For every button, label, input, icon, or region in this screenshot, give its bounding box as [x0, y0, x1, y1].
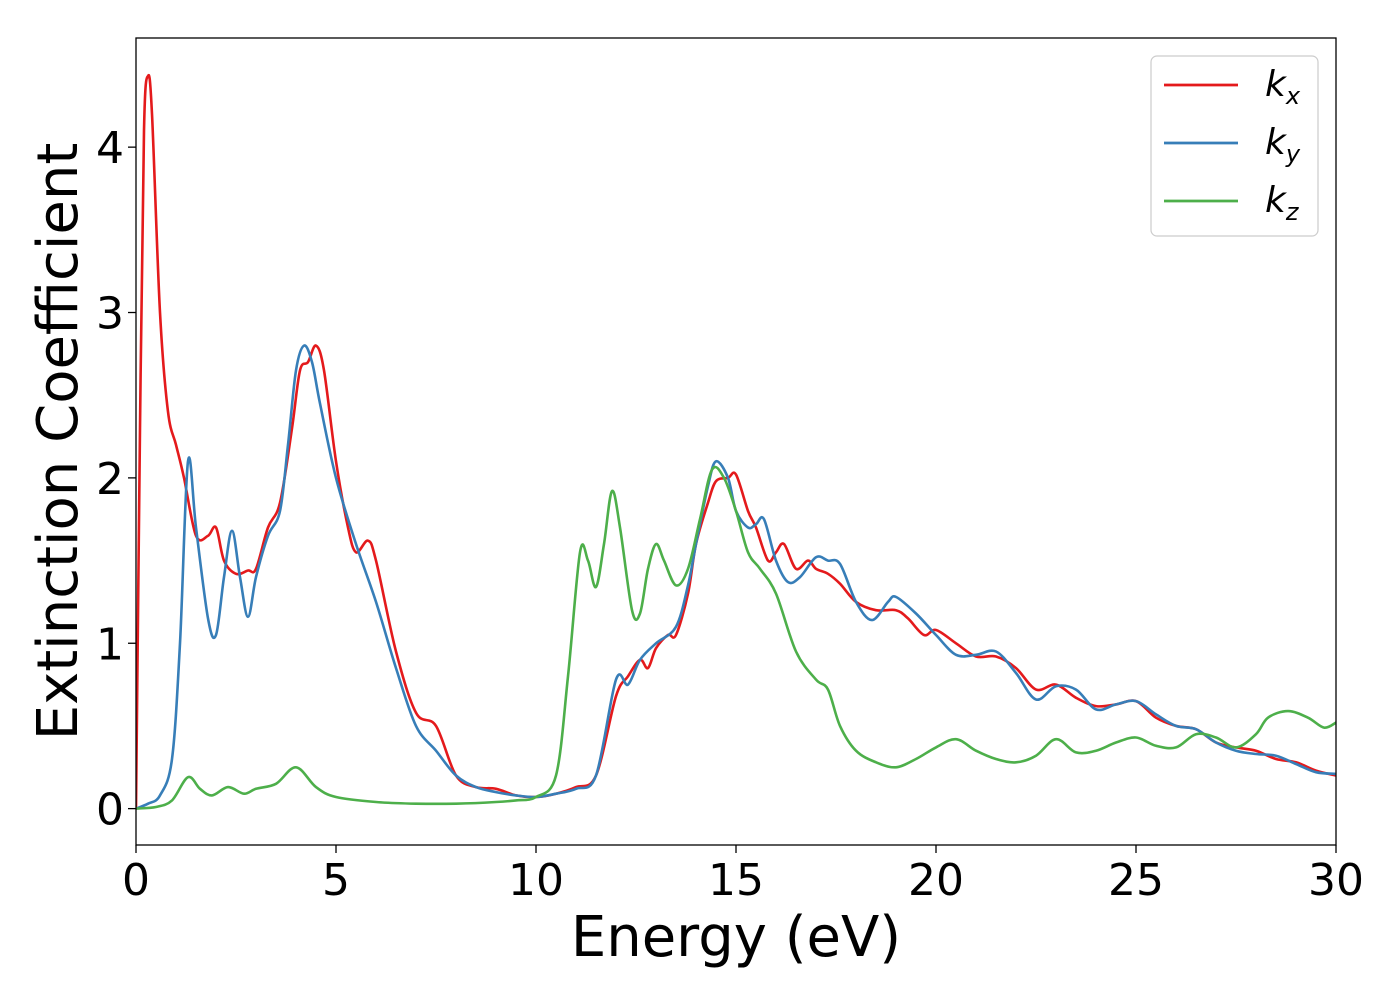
series-line-kx [136, 73, 1336, 809]
y-tick-label: 4 [96, 123, 124, 174]
series-line-kz [136, 465, 1336, 810]
x-tick-label: 20 [908, 855, 964, 906]
x-tick-label: 25 [1108, 855, 1164, 906]
y-tick-label: 1 [96, 619, 124, 670]
legend-label-ky: ky [1265, 122, 1301, 168]
y-tick-label: 3 [96, 289, 124, 340]
ticks-layer: 0 5 10 15 20 25 30 0 1 2 3 4 [96, 123, 1364, 906]
x-tick-label: 0 [122, 855, 150, 906]
x-axis-title: Energy (eV) [571, 905, 901, 970]
y-tick-label: 2 [96, 454, 124, 505]
x-tick-label: 10 [508, 855, 564, 906]
legend-label-kx: kx [1265, 64, 1301, 110]
x-tick-label: 30 [1308, 855, 1364, 906]
series-line-ky [136, 344, 1336, 810]
x-tick-label: 15 [708, 855, 764, 906]
legend-box [1150, 55, 1319, 237]
series-layer [136, 73, 1336, 810]
y-axis-title: Extinction Coefficient [26, 143, 91, 741]
x-tick-label: 5 [322, 855, 350, 906]
y-tick-label: 0 [96, 785, 124, 836]
